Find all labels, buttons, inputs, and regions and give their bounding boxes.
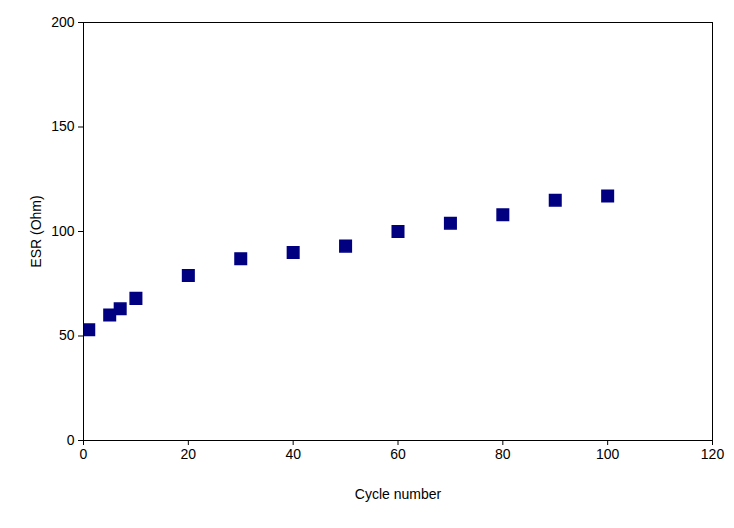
svg-text:40: 40 [285,446,301,462]
svg-text:100: 100 [51,223,75,239]
svg-text:80: 80 [495,446,511,462]
svg-text:100: 100 [596,446,620,462]
svg-text:200: 200 [51,14,75,30]
svg-text:Cycle number: Cycle number [355,486,442,502]
svg-text:150: 150 [51,118,75,134]
svg-text:ESR (Ohm): ESR (Ohm) [28,195,44,267]
svg-text:20: 20 [181,446,197,462]
svg-text:50: 50 [59,327,75,343]
svg-text:60: 60 [390,446,406,462]
svg-text:0: 0 [67,432,75,448]
svg-text:0: 0 [80,446,88,462]
svg-text:120: 120 [701,446,725,462]
